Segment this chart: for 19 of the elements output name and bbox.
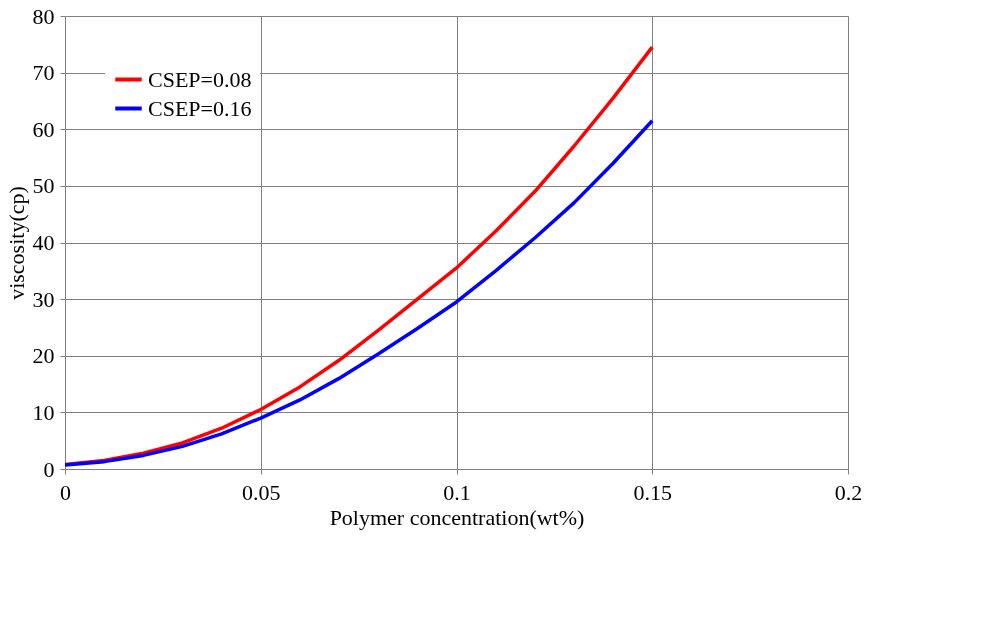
legend-label: CSEP=0.16 xyxy=(148,95,252,121)
x-tick-label: 0 xyxy=(60,479,71,505)
y-tick-label: 50 xyxy=(32,173,55,199)
x-tick-label: 0.2 xyxy=(834,479,863,505)
legend-label: CSEP=0.08 xyxy=(148,66,252,92)
y-tick-label: 80 xyxy=(32,3,55,29)
y-tick-label: 0 xyxy=(43,456,55,482)
y-tick-label: 10 xyxy=(32,399,55,425)
x-axis-title: Polymer concentration(wt%) xyxy=(329,504,585,530)
y-tick-label: 40 xyxy=(32,230,55,255)
y-tick-label: 30 xyxy=(32,286,55,312)
y-tick-label: 70 xyxy=(32,60,55,86)
y-tick-label: 60 xyxy=(32,116,55,142)
x-tick-label: 0.1 xyxy=(443,479,471,505)
x-tick-label: 0.15 xyxy=(633,479,672,505)
x-tick-label: 0.05 xyxy=(242,479,281,505)
line-series xyxy=(65,119,654,467)
y-tick-label: 20 xyxy=(32,343,55,369)
y-axis-title: viscosity(cp) xyxy=(3,186,29,300)
